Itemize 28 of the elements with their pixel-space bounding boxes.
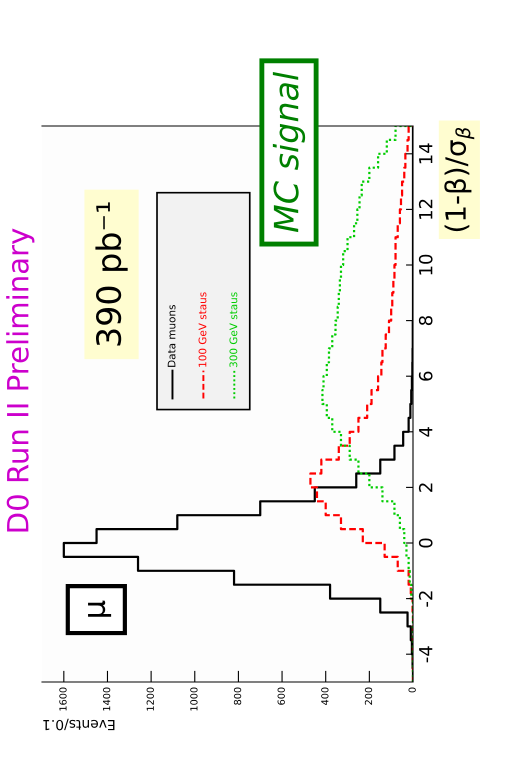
text: 300 GeV staus xyxy=(229,292,238,368)
y-tick-label: 0 xyxy=(418,538,433,548)
x-axis-title: Events/0.1 xyxy=(43,718,114,730)
x-tick-label: 0 xyxy=(408,688,416,692)
x-tick-label: 1400 xyxy=(102,688,110,711)
y-tick-label: -4 xyxy=(419,646,432,662)
text: Data muons xyxy=(168,305,176,367)
x-tick-label: 1200 xyxy=(146,688,154,711)
x-tick-label: 1000 xyxy=(190,688,198,711)
x-tick-label: 800 xyxy=(234,688,242,705)
annotation: μ xyxy=(88,600,112,617)
y-tick-label: 8 xyxy=(418,316,433,326)
y-tick-label: 10 xyxy=(418,254,433,275)
x-tick-label: 1600 xyxy=(59,688,67,711)
y-tick-label: 4 xyxy=(419,427,432,437)
x-tick-label: 200 xyxy=(364,688,372,705)
y-tick-label: -2 xyxy=(418,591,432,607)
y-tick-label: 6 xyxy=(418,372,433,381)
x-tick-label: 400 xyxy=(321,688,329,705)
y-tick-label: 2 xyxy=(418,483,432,492)
text: 100 GeV staus xyxy=(198,292,206,367)
annotation: MC signal xyxy=(272,72,306,232)
y-tick-label: 12 xyxy=(418,200,432,219)
y-tick-label: 14 xyxy=(419,143,432,164)
x-tick-label: 600 xyxy=(278,688,285,705)
annotation: 390 pb⁻¹ xyxy=(95,202,128,346)
text: D0 Run II Preliminary xyxy=(6,228,34,532)
y-axis-title: (1-β)/σ$_{β}$ xyxy=(444,128,474,232)
